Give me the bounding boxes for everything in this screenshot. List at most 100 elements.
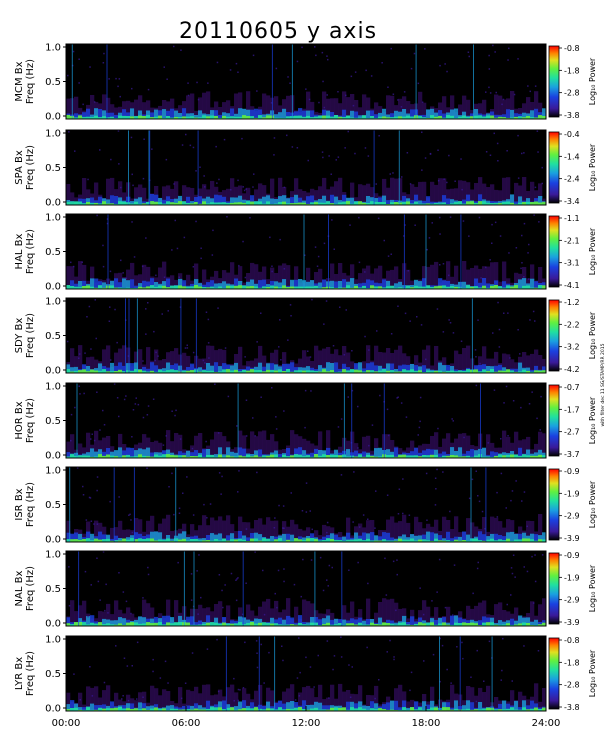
spectrogram-low-frequency-band [66, 551, 547, 626]
y-axis-label-frequency: Freq (Hz) [25, 651, 36, 696]
colorbar-tick-label: -1.7 [564, 405, 580, 414]
y-tick-label: 1.0 [45, 43, 61, 54]
colorbar-gradient [548, 131, 560, 204]
y-tick-label: 0.0 [45, 704, 61, 715]
colorbar-tick-label: -1.8 [564, 66, 580, 75]
colorbar: -0.9 -1.9 -2.9 -3.9 Log₁₀ Power [548, 467, 597, 543]
colorbar-tick-label: -1.9 [564, 573, 580, 582]
y-tick-label: 1.0 [45, 466, 61, 477]
panel-isr: 0.0 0.5 1.0 ISR Bx Freq (Hz) -0.9 -1.9 -2.9 -3.9… [14, 466, 597, 546]
y-axis-label-station: ISR Bx [14, 488, 25, 520]
colorbar-gradient [548, 552, 560, 625]
y-tick-label: 0.0 [45, 451, 61, 462]
y-axis-label-frequency: Freq (Hz) [25, 482, 36, 527]
colorbar-tick-label: -2.4 [564, 175, 580, 184]
colorbar-gradient [548, 45, 560, 118]
colorbar-tick-label: -3.8 [564, 111, 580, 120]
x-tick-label: 00:00 [52, 718, 81, 729]
y-tick-label: 1.0 [45, 382, 61, 393]
colorbar-label: Log₁₀ Power [588, 311, 597, 359]
colorbar-tick-label: -2.8 [564, 89, 580, 98]
colorbar-tick-label: -2.7 [564, 428, 580, 437]
spectrogram-low-frequency-band [66, 214, 547, 289]
colorbar-tick-label: -3.9 [564, 534, 580, 543]
colorbar: -0.7 -1.7 -2.7 -3.7 Log₁₀ Power [548, 383, 597, 459]
y-axis-label-station: MCM Bx [14, 61, 25, 101]
spectrogram-low-frequency-band [66, 298, 547, 373]
y-tick-label: 0.0 [45, 198, 61, 209]
colorbar-label: Log₁₀ Power [588, 227, 597, 275]
y-axis-label-frequency: Freq (Hz) [25, 145, 36, 190]
colorbar-tick-label: -4.2 [564, 365, 580, 374]
y-axis-label-frequency: Freq (Hz) [25, 313, 36, 358]
colorbar-tick-label: -1.1 [564, 214, 580, 223]
colorbar: -0.8 -1.8 -2.8 -3.8 Log₁₀ Power [548, 636, 597, 712]
y-tick-label: 0.5 [45, 247, 61, 258]
colorbar-tick-label: -0.7 [564, 383, 580, 392]
y-tick-label: 0.0 [45, 619, 61, 630]
y-tick-label: 0.5 [45, 416, 61, 427]
panel-mcm: 0.0 0.5 1.0 MCM Bx Freq (Hz) -0.8 -1.8 -2.8 -3.8… [14, 43, 597, 123]
colorbar-gradient [548, 299, 560, 372]
y-tick-label: 0.0 [45, 112, 61, 123]
panel-hor: 0.0 0.5 1.0 HOR Bx Freq (Hz) -0.7 -1.7 -2.7 -3.7… [14, 382, 597, 462]
spectrogram-low-frequency-band [66, 383, 547, 458]
y-axis-label-station: HOR Bx [14, 401, 25, 439]
y-tick-label: 0.5 [45, 331, 61, 342]
spectrogram-low-frequency-band [66, 130, 547, 205]
colorbar-tick-label: -3.7 [564, 450, 580, 459]
colorbar-label: Log₁₀ Power [588, 396, 597, 444]
colorbar: -0.9 -1.9 -2.9 -3.9 Log₁₀ Power [548, 551, 597, 627]
x-tick-label: 24:00 [532, 718, 561, 729]
y-axis-label-station: HAL Bx [14, 233, 25, 269]
colorbar-tick-label: -0.8 [564, 636, 580, 645]
colorbar-tick-label: -2.9 [564, 512, 580, 521]
colorbar-tick-label: -2.1 [564, 236, 580, 245]
colorbar-label: Log₁₀ Power [588, 564, 597, 612]
colorbar-tick-label: -1.8 [564, 658, 580, 667]
y-tick-label: 0.0 [45, 535, 61, 546]
y-tick-label: 1.0 [45, 129, 61, 140]
colorbar-tick-label: -0.4 [564, 130, 580, 139]
colorbar-tick-label: -3.8 [564, 703, 580, 712]
colorbar-tick-label: -1.2 [564, 298, 580, 307]
colorbar: -0.8 -1.8 -2.8 -3.8 Log₁₀ Power [548, 44, 597, 120]
colorbar-tick-label: -2.9 [564, 596, 580, 605]
y-tick-label: 1.0 [45, 297, 61, 308]
panel-hal: 0.0 0.5 1.0 HAL Bx Freq (Hz) -1.1 -2.1 -3.1 -4.1… [14, 213, 597, 293]
spectrogram-low-frequency-band [66, 44, 547, 119]
colorbar-tick-label: -3.9 [564, 618, 580, 627]
colorbar-label: Log₁₀ Power [588, 143, 597, 191]
colorbar-label: Log₁₀ Power [588, 57, 597, 105]
panel-nal: 0.0 0.5 1.0 NAL Bx Freq (Hz) -0.9 -1.9 -2.9 -3.9… [14, 550, 597, 630]
colorbar-gradient [548, 468, 560, 541]
colorbar-tick-label: -0.8 [564, 44, 580, 53]
panel-spa: 0.0 0.5 1.0 SPA Bx Freq (Hz) -0.4 -1.4 -2.4 -3.4… [14, 129, 597, 209]
x-axis-time: 00:00 06:00 12:00 18:00 24:00 [52, 706, 561, 729]
colorbar-tick-label: -0.9 [564, 467, 580, 476]
y-tick-label: 0.0 [45, 282, 61, 293]
colorbar-tick-label: -3.2 [564, 343, 580, 352]
y-axis-label-station: SDY Bx [14, 318, 25, 354]
x-tick-label: 18:00 [412, 718, 441, 729]
y-axis-label-station: NAL Bx [14, 570, 25, 606]
y-axis-label-station: LYR Bx [14, 657, 25, 690]
spectrogram-low-frequency-band [66, 636, 547, 711]
y-tick-label: 1.0 [45, 213, 61, 224]
x-tick-label: 06:00 [172, 718, 201, 729]
colorbar-gradient [548, 215, 560, 288]
y-axis-label-frequency: Freq (Hz) [25, 566, 36, 611]
colorbar-tick-label: -0.9 [564, 551, 580, 560]
colorbar-tick-label: -2.2 [564, 320, 580, 329]
y-axis-label-frequency: Freq (Hz) [25, 398, 36, 443]
colorbar-gradient [548, 637, 560, 710]
y-axis-label-frequency: Freq (Hz) [25, 229, 36, 274]
colorbar-tick-label: -3.4 [564, 197, 580, 206]
y-axis-label-station: SPA Bx [14, 150, 25, 185]
y-axis-label-frequency: Freq (Hz) [25, 59, 36, 104]
side-note: with filter dec 11 SG/STAMP/RR 2015 [600, 343, 606, 426]
colorbar-gradient [548, 384, 560, 457]
colorbar-tick-label: -2.8 [564, 681, 580, 690]
